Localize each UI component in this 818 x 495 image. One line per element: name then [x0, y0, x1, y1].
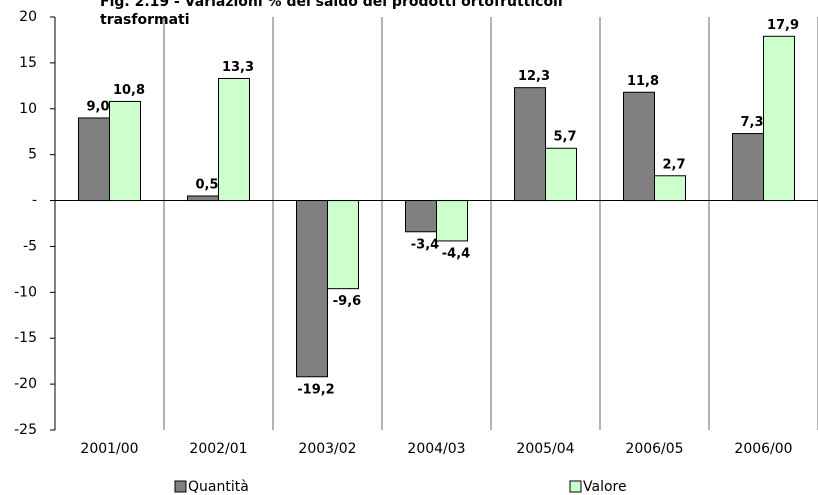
value-label: -3,4	[411, 237, 439, 252]
chart-title: Fig. 2.19 - Variazioni % del saldo dei p…	[100, 0, 563, 28]
value-label: 5,7	[553, 130, 576, 145]
y-tick-label: -	[32, 193, 37, 209]
bar	[187, 195, 219, 202]
x-tick-label: 2006/00	[734, 441, 792, 457]
x-tick-label: 2001/00	[80, 441, 138, 457]
value-label: 9,0	[86, 99, 109, 114]
bar	[545, 147, 577, 202]
value-label: 7,3	[740, 115, 763, 130]
y-tick-label: 20	[19, 9, 37, 25]
y-tick-label: 10	[19, 101, 37, 117]
x-tick-label: 2003/02	[298, 441, 356, 457]
legend-swatch	[569, 480, 582, 493]
y-tick-label: 15	[19, 55, 37, 71]
y-tick-label: -10	[14, 284, 37, 300]
bar	[78, 117, 110, 202]
y-tick-label: 5	[28, 147, 37, 163]
value-label: -4,4	[442, 246, 470, 261]
legend-label: Valore	[583, 479, 627, 495]
x-tick-label: 2002/01	[189, 441, 247, 457]
value-label: 11,8	[627, 74, 659, 89]
y-tick-label: -15	[14, 330, 37, 346]
value-label: 2,7	[662, 157, 685, 172]
legend-label: Quantità	[188, 479, 249, 495]
bar	[623, 91, 655, 202]
value-label: -19,2	[297, 382, 334, 397]
bar	[109, 100, 141, 202]
value-label: 10,8	[113, 83, 145, 98]
x-tick-label: 2006/05	[625, 441, 683, 457]
value-label: 17,9	[767, 18, 799, 33]
bar	[763, 35, 795, 202]
bar	[296, 200, 328, 378]
bar	[654, 175, 686, 202]
value-label: 12,3	[518, 69, 550, 84]
value-label: -9,6	[333, 294, 361, 309]
value-label: 13,3	[222, 60, 254, 75]
x-tick-label: 2004/03	[407, 441, 465, 457]
bar	[514, 87, 546, 202]
bar	[218, 77, 250, 202]
bar	[405, 200, 437, 233]
y-tick-label: -5	[23, 238, 37, 254]
y-tick-label: -25	[14, 422, 37, 438]
y-tick-label: -20	[14, 376, 37, 392]
x-tick-label: 2005/04	[516, 441, 574, 457]
bar	[327, 200, 359, 290]
bar	[732, 133, 764, 202]
bar	[436, 200, 468, 242]
legend-swatch	[174, 480, 187, 493]
value-label: 0,5	[195, 177, 218, 192]
